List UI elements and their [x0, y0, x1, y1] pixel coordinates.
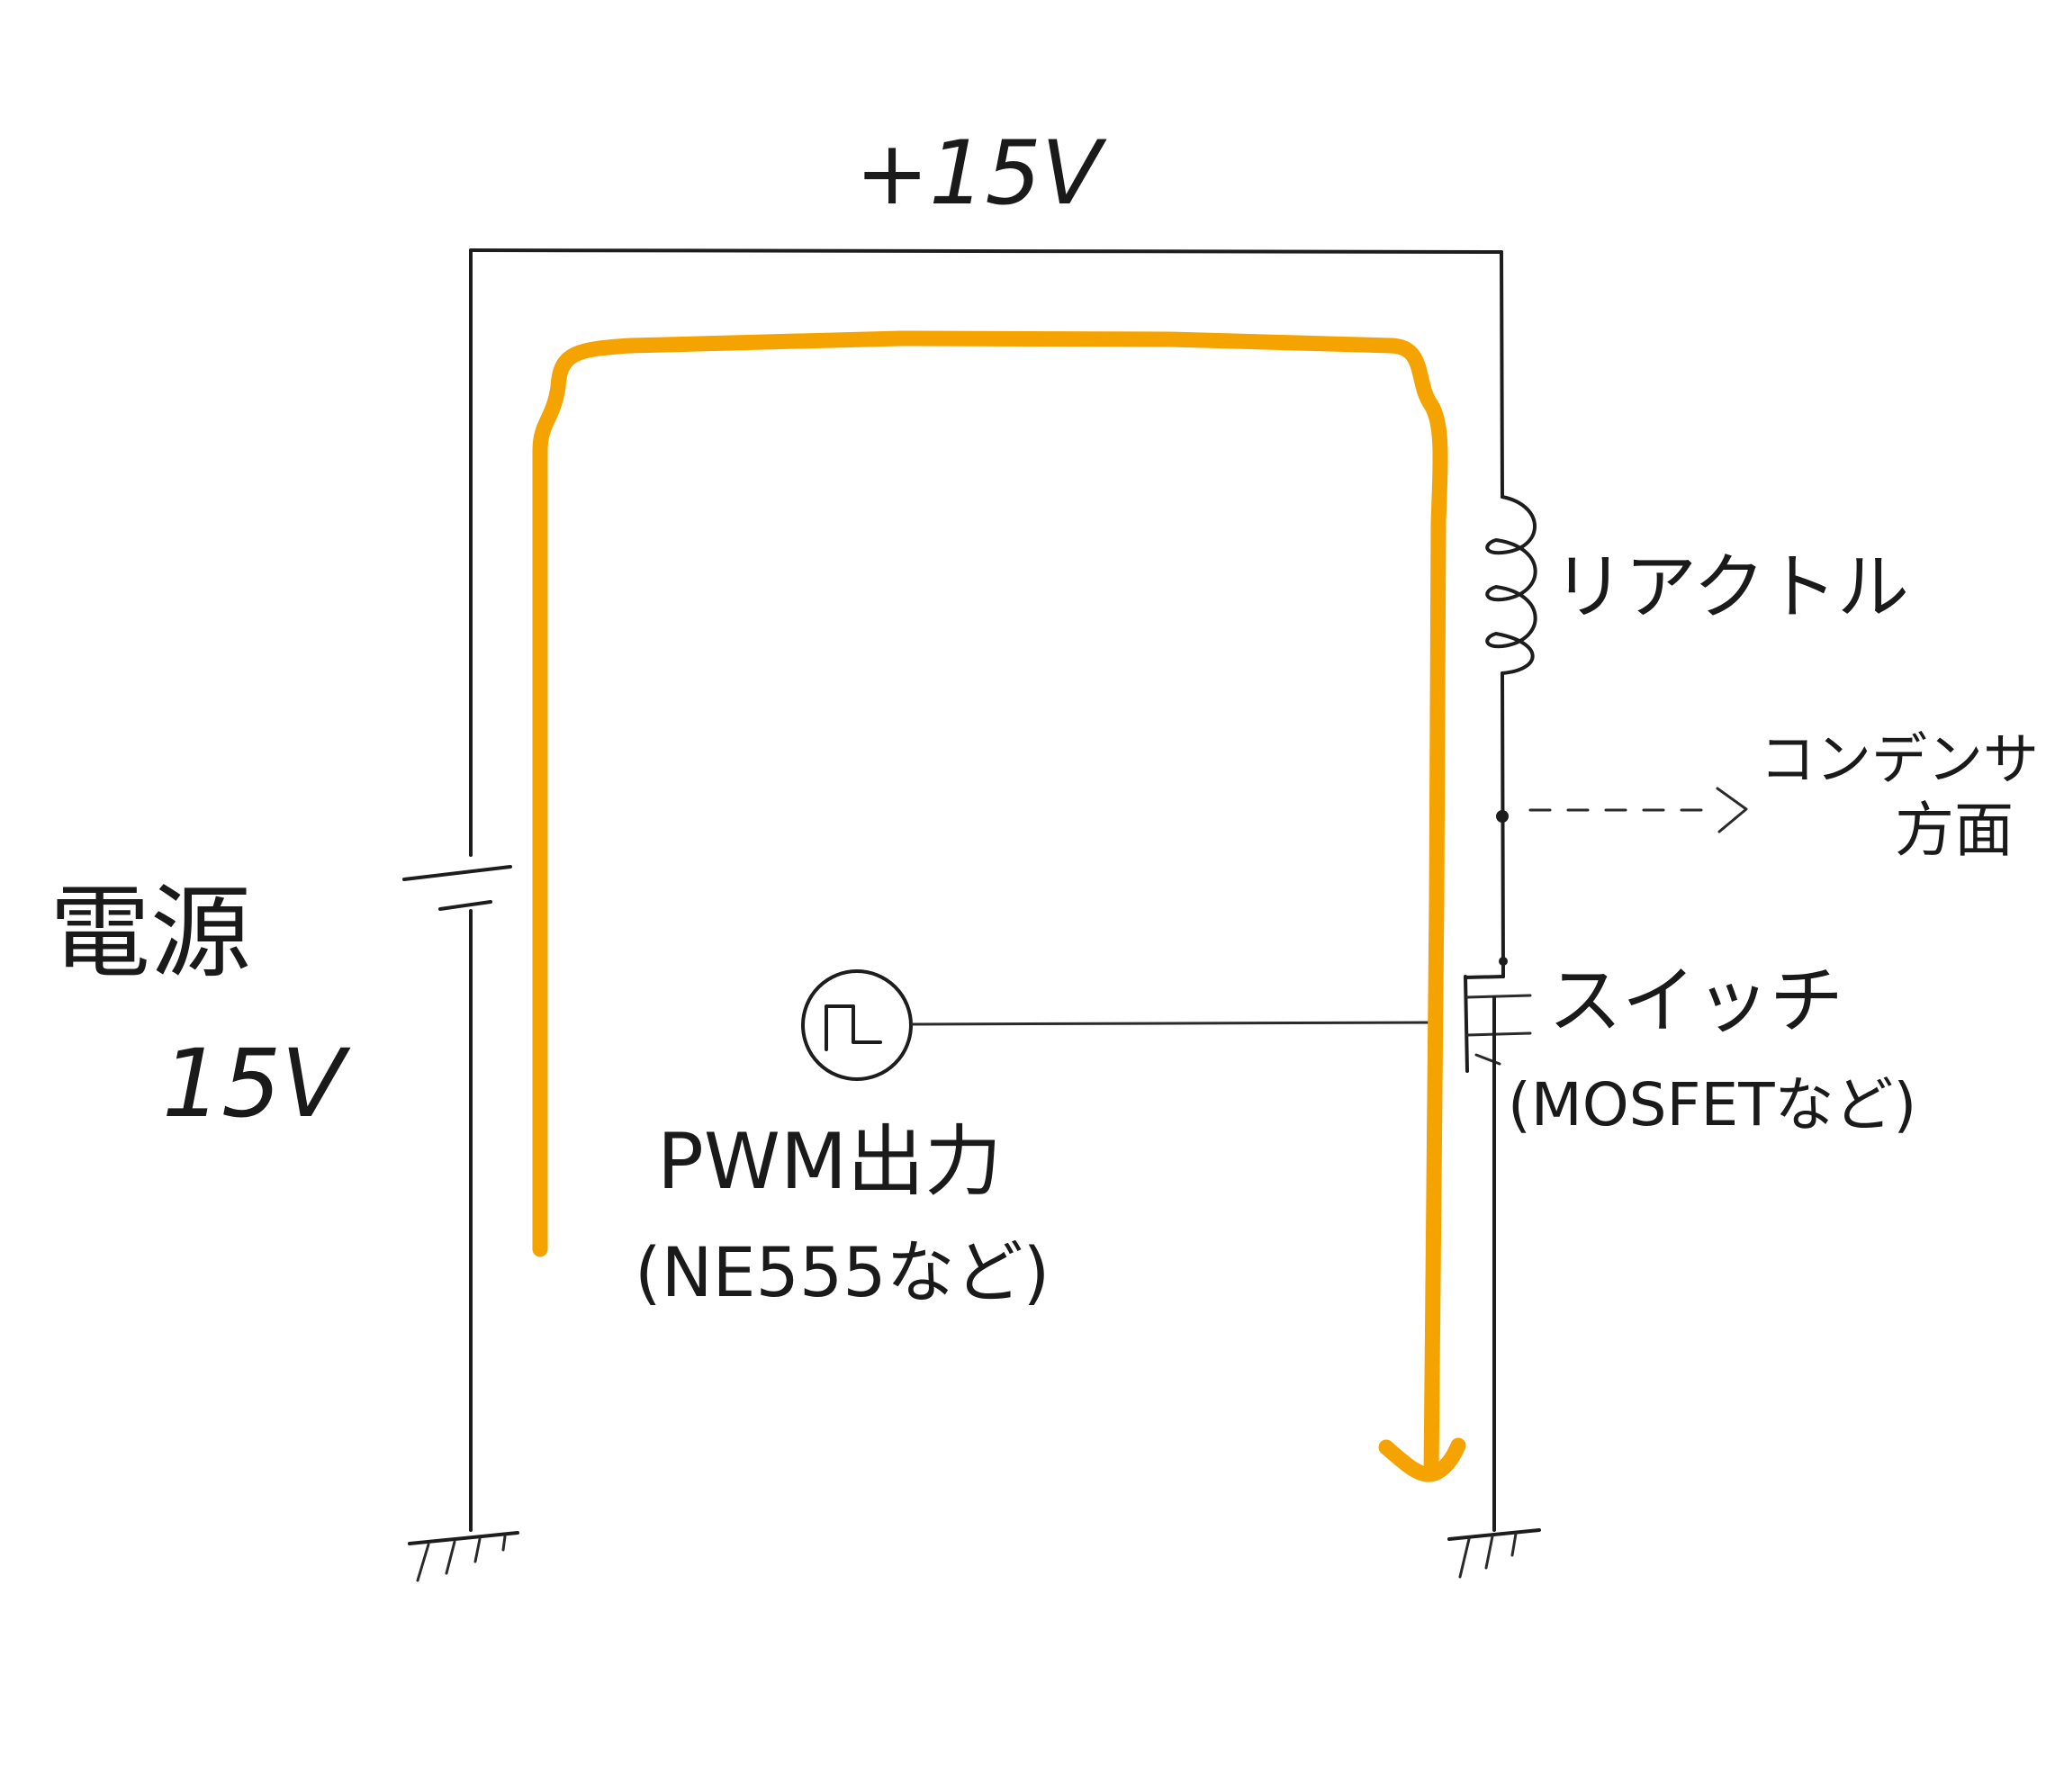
switch-node-dot [1499, 957, 1508, 966]
gate-wire [910, 1021, 1440, 1026]
left-ground-symbol-icon [408, 1531, 519, 1582]
right-middle-wire [1501, 671, 1505, 978]
current-flow-arrow-icon [1378, 1437, 1466, 1482]
square-wave-source-icon [801, 969, 913, 1081]
pwm-example-label: (NE555など) [635, 1232, 1050, 1312]
power-source-voltage-label: 15V [162, 1029, 351, 1139]
junction-dot [1496, 810, 1509, 823]
top-rail-wire [469, 248, 1503, 254]
right-upper-wire [1500, 250, 1504, 499]
pwm-name-label: PWM出力 [657, 1117, 1002, 1207]
supply-rail-label: +15V [855, 122, 1107, 225]
switch-name-label: スイッチ [1548, 959, 1843, 1044]
battery-symbol-icon [402, 865, 512, 911]
reactor-label: リアクトル [1553, 545, 1909, 629]
capacitor-direction-arrow-icon [1528, 787, 1748, 833]
current-flow-path [532, 330, 1448, 1482]
capacitor-direction-label-line2: 方面 [1895, 796, 2014, 865]
inductor-coil-icon [1485, 495, 1537, 675]
power-source-name-label: 電源 [50, 875, 251, 992]
right-ground-symbol-icon [1447, 1528, 1541, 1579]
capacitor-direction-label-line1: コンデンサ [1760, 726, 2039, 792]
switch-example-label: (MOSFETなど) [1508, 1070, 1916, 1139]
